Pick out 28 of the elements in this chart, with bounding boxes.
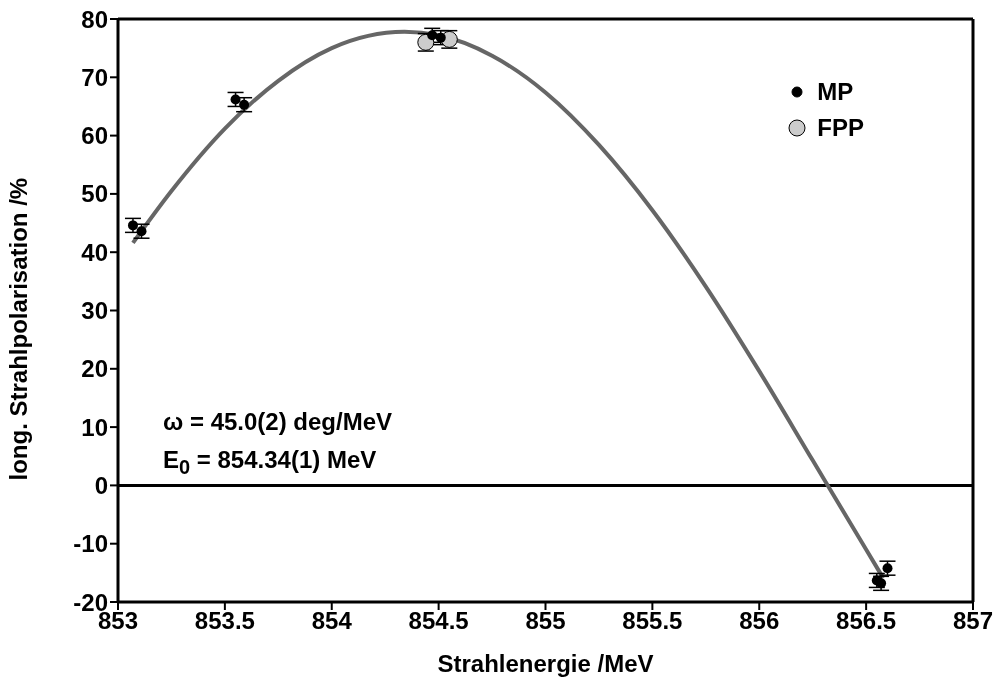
annotation: E$_{0}$ = 854.34(1) MeV [163, 445, 378, 480]
point [230, 94, 241, 105]
y-tick-label: 60 [81, 122, 108, 150]
point [127, 220, 138, 231]
legend-label: MP [817, 78, 854, 106]
x-axis-title: Strahlenergie /MeV [437, 650, 654, 677]
y-tick-label: 30 [81, 297, 108, 325]
y-tick-label: -10 [73, 530, 108, 558]
y-tick-label: 80 [81, 5, 108, 33]
x-tick-label: 855.5 [622, 607, 683, 635]
y-tick-label: 70 [81, 63, 108, 91]
x-tick-label: 854.5 [408, 607, 469, 635]
y-tick-label: 20 [81, 355, 108, 383]
legend-label: FPP [817, 114, 864, 142]
y-tick-label: 10 [81, 413, 108, 441]
x-tick-label: 856 [739, 607, 780, 635]
y-tick-label: 0 [94, 471, 108, 499]
annotation: ω = 45.0(2) deg/MeV [163, 407, 393, 437]
x-tick-label: 856.5 [836, 607, 897, 635]
x-tick-label: 854 [311, 607, 353, 635]
x-tick-label: 855 [525, 607, 566, 635]
x-tick-label: 857 [952, 607, 994, 635]
y-tick-label: 50 [81, 180, 108, 208]
y-axis-title: long. Strahlpolarisation /% [4, 177, 32, 481]
x-tick-label: 853.5 [194, 607, 255, 635]
point [136, 226, 147, 237]
y-tick-label: 40 [81, 238, 108, 266]
point [239, 99, 250, 110]
